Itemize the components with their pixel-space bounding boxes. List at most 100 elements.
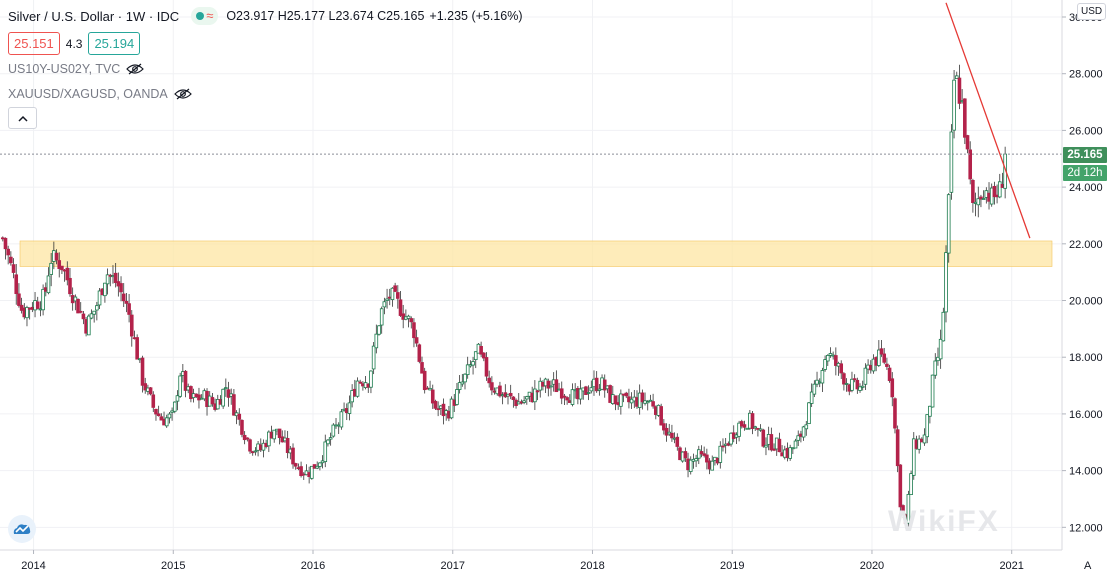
candle-body <box>253 450 258 453</box>
candle-body <box>938 338 943 360</box>
candle <box>739 419 744 429</box>
candle <box>664 423 669 442</box>
candle-body <box>41 288 45 311</box>
candle-body <box>347 402 352 414</box>
candle <box>793 438 798 449</box>
candle <box>750 410 755 435</box>
candle-body <box>60 265 64 271</box>
candle-body <box>81 313 86 320</box>
candle-body <box>662 423 666 431</box>
candle-body <box>242 434 247 441</box>
candle-body <box>398 299 403 316</box>
bar-countdown-label: 2d 12h <box>1063 165 1107 181</box>
candle-body <box>393 285 397 292</box>
indicator-row-us10y[interactable]: US10Y-US02Y, TVC <box>8 62 145 76</box>
candle-body <box>801 426 806 438</box>
candle <box>25 305 29 327</box>
candle <box>981 190 986 200</box>
price-tick-label: 28.000 <box>1069 69 1103 81</box>
candle <box>119 276 123 302</box>
candle-body <box>670 432 674 439</box>
candle-body <box>659 406 663 426</box>
candle-body <box>954 75 959 79</box>
market-status-badge[interactable]: ≈ <box>191 7 219 25</box>
candle <box>952 70 956 139</box>
candle-body <box>533 388 537 403</box>
currency-button[interactable]: USD <box>1077 3 1107 20</box>
candle <box>460 373 465 387</box>
candle <box>3 237 8 260</box>
symbol-title[interactable]: Silver / U.S. Dollar · 1W · IDC <box>8 8 180 24</box>
candle <box>412 318 416 348</box>
candle-body <box>949 131 954 193</box>
eye-hidden-icon[interactable] <box>126 63 145 75</box>
candle <box>393 282 397 293</box>
candle-body <box>433 400 438 409</box>
candle <box>710 455 715 471</box>
time-tick-label: 2014 <box>21 560 45 572</box>
candle-body <box>390 287 395 301</box>
indicator-row-xauusd[interactable]: XAUUSD/XAGUSD, OANDA <box>8 87 192 101</box>
candle <box>248 438 252 454</box>
candle <box>103 282 107 303</box>
candle <box>277 428 282 445</box>
time-axis: 2014 2015 2016 2017 2018 2019 2020 2021 <box>21 550 1024 572</box>
candle-body <box>737 422 741 437</box>
candle <box>578 380 583 405</box>
candle-body <box>498 385 502 397</box>
candle-body <box>645 401 650 404</box>
candle <box>683 447 688 462</box>
candle-body <box>374 333 379 349</box>
candle-body <box>718 445 723 463</box>
candle-body <box>742 424 747 428</box>
candle <box>562 393 567 405</box>
candle <box>777 432 782 453</box>
candle <box>398 290 403 318</box>
candle-body <box>981 198 986 200</box>
trendline[interactable] <box>945 2 1031 239</box>
candle-body <box>285 438 290 454</box>
price-tick-label: 12.000 <box>1069 522 1103 534</box>
candle <box>358 379 362 384</box>
candle <box>224 378 228 397</box>
support-zone[interactable] <box>19 240 1053 267</box>
eye-hidden-icon[interactable] <box>173 88 192 100</box>
price-tick-label: 22.000 <box>1069 239 1103 251</box>
candle <box>906 490 911 529</box>
candle-body <box>772 448 776 451</box>
candle <box>769 427 774 452</box>
candle-body <box>455 389 459 405</box>
candle-body <box>178 375 182 397</box>
candle <box>240 419 244 438</box>
sell-button[interactable]: 25.151 <box>8 32 60 55</box>
candle <box>11 258 16 279</box>
candle <box>135 334 139 360</box>
candle-body <box>140 357 145 386</box>
candle <box>78 302 83 314</box>
collapse-legend-button[interactable] <box>8 107 37 129</box>
auto-scale-button[interactable]: A <box>1084 560 1092 572</box>
price-tick-label: 14.000 <box>1069 466 1103 478</box>
candle <box>385 288 389 309</box>
candle <box>898 464 903 512</box>
time-tick-label: 2018 <box>580 560 604 572</box>
candle-body <box>844 383 849 385</box>
tradingview-logo[interactable] <box>8 515 36 543</box>
candle <box>971 178 975 213</box>
candle <box>957 64 962 110</box>
candle-body <box>535 390 540 393</box>
candle-body <box>858 386 862 391</box>
buy-button[interactable]: 25.194 <box>88 32 141 55</box>
chevron-up-icon <box>17 115 28 122</box>
candle <box>14 264 19 305</box>
candle-body <box>428 388 432 391</box>
time-tick-label: 2020 <box>860 560 884 572</box>
candle <box>925 414 930 444</box>
candle <box>546 378 551 397</box>
candle <box>390 287 395 307</box>
candle <box>339 408 344 430</box>
candle <box>232 389 236 416</box>
candle-body <box>699 451 704 455</box>
candle-body <box>267 431 271 447</box>
